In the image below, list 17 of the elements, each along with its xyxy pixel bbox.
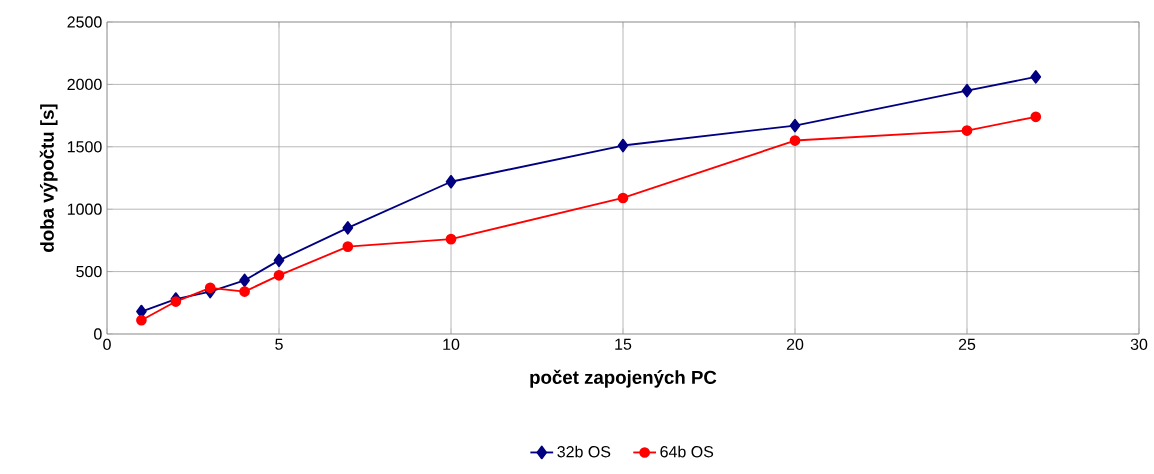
y-tick-label: 1500 [67, 141, 102, 153]
y-tick-label: 0 [94, 328, 102, 340]
y-tick-label: 2500 [67, 16, 102, 28]
x-tick-label: 0 [103, 338, 111, 351]
x-tick-label: 15 [615, 338, 632, 350]
x-tick-label: 5 [275, 338, 283, 350]
x-tick-label: 30 [1130, 338, 1148, 351]
x-tick-label: 25 [958, 338, 976, 351]
legend-label: 64b OS [660, 445, 714, 458]
x-tick-label: 10 [443, 338, 460, 351]
x-axis-title: počet zapojených PC [530, 369, 717, 388]
y-tick-label: 1000 [67, 203, 102, 215]
legend-label: 32b OS [557, 445, 611, 458]
y-axis-title: doba výpočtu [s] [39, 104, 58, 252]
y-tick-label: 2000 [67, 78, 102, 91]
y-tick-label: 500 [76, 265, 102, 278]
x-tick-label: 20 [786, 338, 804, 351]
